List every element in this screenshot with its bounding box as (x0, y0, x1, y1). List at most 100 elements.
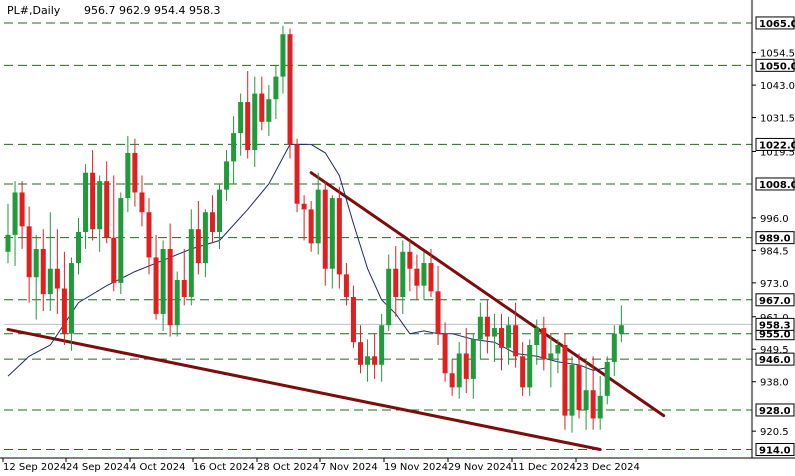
candle (5, 203, 11, 264)
candle (491, 313, 497, 362)
candle-body (449, 373, 455, 388)
candle (541, 316, 547, 371)
candle-body (322, 189, 328, 269)
candle (583, 361, 589, 430)
candle-body (174, 280, 180, 326)
candle-body (541, 328, 547, 360)
level-label: 946.0 (759, 355, 791, 366)
candle (322, 181, 328, 286)
candle-body (252, 93, 258, 151)
candle-body (548, 353, 554, 360)
candle-body (329, 198, 335, 269)
candle (245, 70, 251, 159)
candle (90, 150, 96, 241)
candle (386, 254, 392, 331)
level-label-box (755, 231, 795, 245)
candle (61, 251, 67, 345)
level-lines (4, 22, 752, 451)
candle-body (287, 34, 293, 145)
candle (477, 302, 483, 360)
candle-body (442, 333, 448, 374)
candle-body (597, 395, 603, 419)
level-label-box (755, 403, 795, 417)
candle-body (491, 328, 497, 337)
y-tick-label: 938.0 (760, 378, 789, 389)
candle (76, 217, 81, 275)
candle (562, 333, 568, 430)
candle-body (336, 198, 342, 275)
candle-body (576, 364, 582, 410)
candle (358, 325, 363, 374)
candle (336, 186, 342, 289)
candle (484, 299, 490, 354)
candle-body (273, 76, 279, 100)
candle-body (569, 364, 575, 416)
candle (181, 248, 187, 306)
candle (167, 223, 173, 337)
candle-body (68, 263, 74, 334)
candle-body (590, 390, 596, 419)
candle-body (111, 237, 117, 283)
x-tick-label: 24 Sep 2024 (66, 462, 129, 473)
level-label: 989.0 (759, 234, 791, 245)
candle-body (604, 361, 610, 396)
candle-body (372, 356, 378, 365)
candle (259, 76, 265, 131)
candle (125, 135, 131, 213)
candle (139, 175, 145, 227)
y-tick-label: 1043.0 (760, 81, 795, 92)
candle-body (358, 342, 363, 365)
level-label: 928.0 (759, 406, 791, 417)
candle-body (499, 328, 504, 348)
candle-body (33, 248, 39, 278)
candle (520, 342, 526, 396)
candle-body (104, 181, 110, 238)
x-tick-label: 28 Oct 2024 (257, 462, 319, 473)
candle (449, 359, 455, 396)
candle-body (611, 333, 617, 362)
candle (365, 339, 371, 382)
candle-body (61, 288, 67, 334)
candle-body (195, 229, 201, 264)
candle-body (97, 181, 103, 230)
candle-body (280, 34, 286, 77)
chart-symbol: PL#,Daily (7, 4, 61, 17)
candle (343, 263, 349, 306)
candle (315, 172, 321, 255)
candle-body (26, 226, 32, 278)
y-tick-label: 1054.5 (760, 49, 795, 60)
candle (421, 251, 427, 300)
candle-body (562, 345, 568, 416)
current-price-box (755, 317, 795, 331)
candle-body (365, 356, 371, 365)
candle-body (456, 353, 462, 388)
candle (379, 313, 385, 382)
candle-body (160, 248, 166, 314)
candles (5, 25, 624, 433)
candle-body (231, 133, 237, 162)
candle-body (238, 102, 244, 134)
candle-body (132, 152, 138, 193)
candle-body (506, 325, 512, 348)
candle-body (555, 345, 561, 354)
candle (470, 333, 476, 399)
candle-body (47, 268, 53, 295)
candle (68, 257, 74, 351)
candle-body (202, 212, 208, 264)
candle (407, 240, 413, 292)
candle (597, 376, 603, 430)
level-label: 967.0 (759, 296, 791, 307)
level-label-box (755, 177, 795, 191)
candle (174, 271, 180, 337)
candle (224, 150, 230, 201)
candle-body (209, 212, 215, 232)
candle (456, 342, 462, 399)
candle (463, 328, 469, 394)
candle-body (54, 268, 60, 289)
x-tick-label: 19 Nov 2024 (384, 462, 448, 473)
candle-body (393, 268, 399, 297)
level-label-box (755, 443, 795, 457)
candle-body (583, 390, 589, 410)
candle-body (167, 248, 173, 326)
